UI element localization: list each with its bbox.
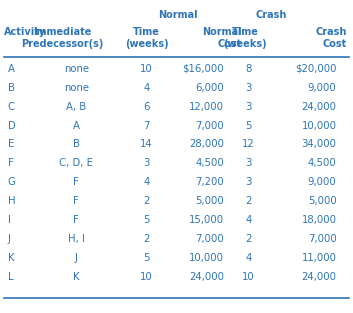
Text: K: K xyxy=(8,253,14,263)
Text: 24,000: 24,000 xyxy=(301,272,336,282)
Text: 2: 2 xyxy=(245,234,252,244)
Text: C: C xyxy=(8,102,15,112)
Text: 10,000: 10,000 xyxy=(301,121,336,131)
Text: A: A xyxy=(8,64,14,74)
Text: Immediate
Predecessor(s): Immediate Predecessor(s) xyxy=(21,27,103,49)
Text: 11,000: 11,000 xyxy=(301,253,336,263)
Text: 3: 3 xyxy=(245,83,252,93)
Text: 18,000: 18,000 xyxy=(301,215,336,225)
Text: F: F xyxy=(73,215,79,225)
Text: 4: 4 xyxy=(245,215,252,225)
Text: 2: 2 xyxy=(245,196,252,206)
Text: F: F xyxy=(73,177,79,187)
Text: E: E xyxy=(8,140,14,150)
Text: 24,000: 24,000 xyxy=(301,102,336,112)
Text: Time
(weeks): Time (weeks) xyxy=(223,27,267,49)
Text: L: L xyxy=(8,272,13,282)
Text: 10: 10 xyxy=(140,272,153,282)
Text: 6: 6 xyxy=(143,102,150,112)
Text: Normal: Normal xyxy=(158,10,198,20)
Text: F: F xyxy=(73,196,79,206)
Text: 7,200: 7,200 xyxy=(195,177,224,187)
Text: 7,000: 7,000 xyxy=(308,234,336,244)
Text: A, B: A, B xyxy=(66,102,86,112)
Text: B: B xyxy=(73,140,80,150)
Text: A: A xyxy=(73,121,80,131)
Text: Crash: Crash xyxy=(256,10,287,20)
Text: G: G xyxy=(8,177,16,187)
Text: Crash
Cost: Crash Cost xyxy=(316,27,347,49)
Text: 24,000: 24,000 xyxy=(189,272,224,282)
Text: I: I xyxy=(8,215,11,225)
Text: none: none xyxy=(64,64,89,74)
Text: 3: 3 xyxy=(245,177,252,187)
Text: $20,000: $20,000 xyxy=(295,64,336,74)
Text: H, I: H, I xyxy=(68,234,85,244)
Text: Time
(weeks): Time (weeks) xyxy=(125,27,168,49)
Text: K: K xyxy=(73,272,80,282)
Text: $16,000: $16,000 xyxy=(183,64,224,74)
Text: 10: 10 xyxy=(242,272,255,282)
Text: B: B xyxy=(8,83,15,93)
Text: Normal
Cost: Normal Cost xyxy=(202,27,241,49)
Text: 7: 7 xyxy=(143,121,150,131)
Text: 10: 10 xyxy=(140,64,153,74)
Text: 4: 4 xyxy=(143,83,150,93)
Text: 7,000: 7,000 xyxy=(195,121,224,131)
Text: 34,000: 34,000 xyxy=(301,140,336,150)
Text: 4: 4 xyxy=(245,253,252,263)
Text: F: F xyxy=(8,158,13,168)
Text: 3: 3 xyxy=(245,158,252,168)
Text: 3: 3 xyxy=(245,102,252,112)
Text: 3: 3 xyxy=(143,158,150,168)
Text: 8: 8 xyxy=(245,64,252,74)
Text: 5,000: 5,000 xyxy=(195,196,224,206)
Text: 2: 2 xyxy=(143,234,150,244)
Text: none: none xyxy=(64,83,89,93)
Text: 5,000: 5,000 xyxy=(308,196,336,206)
Text: 5: 5 xyxy=(143,253,150,263)
Text: D: D xyxy=(8,121,16,131)
Text: J: J xyxy=(8,234,11,244)
Text: 10,000: 10,000 xyxy=(189,253,224,263)
Text: 7,000: 7,000 xyxy=(195,234,224,244)
Text: 9,000: 9,000 xyxy=(308,83,336,93)
Text: 5: 5 xyxy=(245,121,252,131)
Text: 9,000: 9,000 xyxy=(308,177,336,187)
Text: 6,000: 6,000 xyxy=(195,83,224,93)
Text: J: J xyxy=(75,253,78,263)
Text: 15,000: 15,000 xyxy=(189,215,224,225)
Text: 28,000: 28,000 xyxy=(189,140,224,150)
Text: 12: 12 xyxy=(242,140,255,150)
Text: 12,000: 12,000 xyxy=(189,102,224,112)
Text: 2: 2 xyxy=(143,196,150,206)
Text: 14: 14 xyxy=(140,140,153,150)
Text: 4,500: 4,500 xyxy=(195,158,224,168)
Text: 5: 5 xyxy=(143,215,150,225)
Text: C, D, E: C, D, E xyxy=(59,158,93,168)
Text: 4: 4 xyxy=(143,177,150,187)
Text: Activity: Activity xyxy=(4,27,47,37)
Text: 4,500: 4,500 xyxy=(308,158,336,168)
Text: H: H xyxy=(8,196,15,206)
